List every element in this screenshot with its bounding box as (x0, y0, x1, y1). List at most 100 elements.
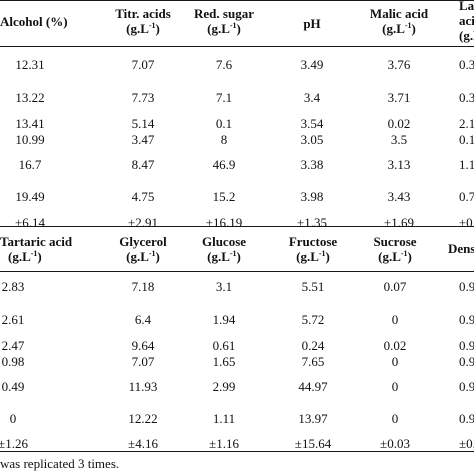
table2-cell: 7.65 (301, 354, 325, 369)
table1-cell: ±1.69 (384, 215, 414, 230)
table2-cell: 9.64 (131, 338, 155, 353)
table2-cell: 0 (391, 354, 399, 369)
table1-cell: 3.71 (387, 90, 411, 105)
table2-cell: 7.18 (131, 279, 155, 294)
table2-cell: 6.4 (134, 312, 152, 327)
table1-cell: 0.1 (459, 132, 474, 147)
table1-cell: 5.14 (131, 116, 155, 131)
t2-header-glycerol: Glycerol (g.L-1) (119, 234, 167, 264)
table1-cell: 1.1 (459, 157, 474, 172)
table1-cell: 19.49 (15, 189, 45, 204)
t1-header-titr-acids: Titr. acids (g.L-1) (115, 6, 171, 36)
table2-cell: 0 (391, 411, 399, 426)
table2-cell: 11.93 (128, 379, 158, 394)
table2-cell: 0.9 (459, 312, 474, 327)
table1-cell: 0.7 (459, 189, 474, 204)
t1-header-red-sugar: Red. sugar (g.L-1) (194, 6, 254, 36)
table1-cell: 0.3 (459, 90, 474, 105)
table2-cell: 7.07 (131, 354, 155, 369)
table2-cell: 0.9 (459, 354, 474, 369)
table1-cell: 13.22 (15, 90, 45, 105)
table2-cell: 2.99 (212, 379, 236, 394)
table1-cell: ±6.14 (15, 215, 45, 230)
table1-cell: 3.4 (303, 90, 321, 105)
t2-header-glucose: Glucose (g.L-1) (201, 234, 247, 264)
table2-cell: 0.9 (459, 411, 474, 426)
table1-cell: 3.76 (387, 57, 411, 72)
table1-cell: 3.98 (300, 189, 324, 204)
table1-cell: 7.6 (215, 57, 233, 72)
table1-cell: ±2.91 (128, 215, 158, 230)
top-rule (0, 0, 474, 1)
t2-header-density: Dens (448, 241, 474, 256)
table2-cell: 0.9 (459, 279, 474, 294)
t2-header-sucrose: Sucrose (g.L-1) (373, 234, 417, 264)
table2-cell: ±4.16 (128, 436, 158, 451)
table2-cell: ±0. (459, 436, 474, 451)
table2-cell: 0.07 (383, 279, 407, 294)
table2-cell: 5.51 (301, 279, 325, 294)
table2-cell: 0 (391, 379, 399, 394)
table1-cell: 4.75 (131, 189, 155, 204)
table1-cell: ±0. (459, 215, 474, 230)
t1-header-lactic-acid: Lac acio (g.L (459, 0, 474, 43)
table1-cell: 3.54 (300, 116, 324, 131)
header-rule-2 (0, 271, 474, 272)
table2-cell: ±15.64 (294, 436, 332, 451)
table2-cell: 0.49 (1, 379, 25, 394)
table2-cell: 0.9 (459, 338, 474, 353)
table1-cell: 3.43 (387, 189, 411, 204)
table1-cell: 46.9 (212, 157, 236, 172)
table2-cell: 1.94 (212, 312, 236, 327)
table1-cell: 13.41 (15, 116, 45, 131)
table2-cell: ±0.03 (380, 436, 410, 451)
t1-header-ph: pH (303, 16, 321, 31)
table1-cell: 0.3 (459, 57, 474, 72)
table1-cell: 15.2 (212, 189, 236, 204)
table2-cell: 3.1 (215, 279, 233, 294)
table1-cell: 3.47 (131, 132, 155, 147)
table1-cell: 2.1 (459, 116, 474, 131)
table2-cell: 2.47 (1, 338, 25, 353)
table2-cell: 0.61 (212, 338, 236, 353)
table1-cell: 3.05 (300, 132, 324, 147)
table1-cell: 7.73 (131, 90, 155, 105)
table2-cell: 5.72 (301, 312, 325, 327)
table1-cell: 7.07 (131, 57, 155, 72)
table2-cell: 0.98 (1, 354, 25, 369)
header-rule-1 (0, 46, 474, 47)
footnote: was replicated 3 times. (0, 456, 120, 471)
table2-cell: ±1.16 (209, 436, 239, 451)
table1-cell: ±1.35 (297, 215, 327, 230)
table2-cell: 13.97 (298, 411, 328, 426)
table2-cell: 2.61 (1, 312, 25, 327)
table1-cell: 3.13 (387, 157, 411, 172)
table1-cell: 12.31 (15, 57, 45, 72)
table1-cell: 0.1 (215, 116, 233, 131)
section-rule (0, 226, 474, 227)
t1-header-alcohol: Alcohol (%) (0, 14, 68, 29)
table2-cell: 0.24 (301, 338, 325, 353)
table2-cell: 1.11 (212, 411, 236, 426)
table2-cell: 1.65 (212, 354, 236, 369)
table2-cell: 0 (9, 411, 17, 426)
bottom-rule (0, 451, 474, 452)
table1-cell: 8 (220, 132, 228, 147)
table2-cell: 0.9 (459, 379, 474, 394)
table1-cell: 7.1 (215, 90, 233, 105)
table1-cell: ±16.19 (205, 215, 243, 230)
table2-cell: ±1.26 (0, 436, 28, 451)
t1-header-malic-acid: Malic acid (g.L-1) (369, 6, 429, 36)
table1-cell: 16.7 (18, 157, 42, 172)
table1-cell: 10.99 (15, 132, 45, 147)
table2-cell: 0.02 (383, 338, 407, 353)
t2-header-fructose: Fructose (g.L-1) (288, 234, 338, 264)
table2-cell: 44.97 (298, 379, 328, 394)
table2-cell: 2.83 (1, 279, 25, 294)
table1-cell: 0.02 (387, 116, 411, 131)
t2-header-tartaric-acid: Tartaric acid (g.L-1) (0, 234, 73, 264)
table1-cell: 8.47 (131, 157, 155, 172)
table1-cell: 3.49 (300, 57, 324, 72)
table1-cell: 3.5 (390, 132, 408, 147)
table2-cell: 0 (391, 312, 399, 327)
